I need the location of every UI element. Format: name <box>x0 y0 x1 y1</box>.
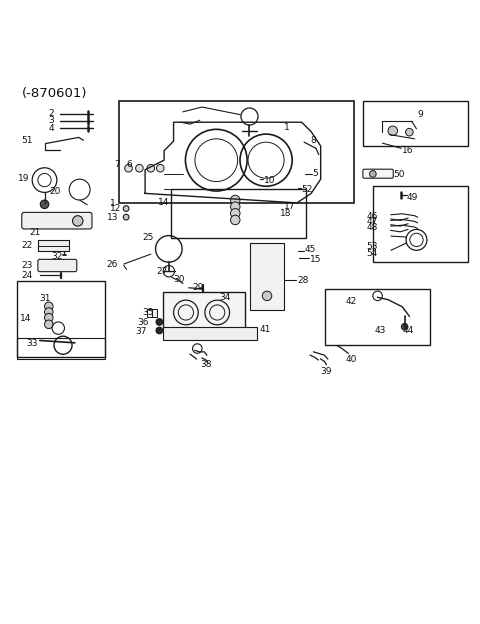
Text: 35: 35 <box>142 308 153 318</box>
Bar <box>373 187 468 262</box>
Bar <box>17 281 105 357</box>
Circle shape <box>370 170 376 177</box>
FancyBboxPatch shape <box>38 260 77 271</box>
FancyBboxPatch shape <box>363 169 393 178</box>
Text: 54: 54 <box>366 249 378 258</box>
Text: 6: 6 <box>126 160 132 170</box>
Text: 3: 3 <box>48 116 54 125</box>
Bar <box>17 338 105 359</box>
Text: 33: 33 <box>26 339 38 348</box>
Text: 18: 18 <box>280 209 291 218</box>
Text: 22: 22 <box>22 241 33 250</box>
Circle shape <box>401 323 408 330</box>
Text: 27: 27 <box>156 267 168 276</box>
Text: 51: 51 <box>21 136 32 145</box>
Circle shape <box>123 206 129 212</box>
Text: 47: 47 <box>366 217 378 227</box>
FancyBboxPatch shape <box>22 212 92 229</box>
Text: 1: 1 <box>284 124 289 132</box>
Text: 25: 25 <box>143 233 154 242</box>
Text: 48: 48 <box>366 223 378 232</box>
Bar <box>251 243 284 310</box>
Text: 4: 4 <box>48 124 54 133</box>
Text: 38: 38 <box>201 360 212 369</box>
Text: 13: 13 <box>107 213 119 222</box>
Text: 45: 45 <box>305 245 316 255</box>
Circle shape <box>40 200 49 208</box>
Bar <box>38 240 69 251</box>
Bar <box>163 292 245 331</box>
Text: 7: 7 <box>115 160 120 170</box>
Text: 40: 40 <box>345 356 357 364</box>
Text: 17: 17 <box>284 202 295 211</box>
Circle shape <box>156 165 164 172</box>
Bar <box>325 290 430 345</box>
Circle shape <box>230 208 240 218</box>
Text: 9: 9 <box>418 110 423 119</box>
Circle shape <box>147 165 155 172</box>
Circle shape <box>230 202 240 212</box>
Circle shape <box>72 216 83 226</box>
Text: 50: 50 <box>394 170 405 179</box>
Circle shape <box>45 313 53 322</box>
Text: 44: 44 <box>403 326 414 335</box>
Circle shape <box>388 126 397 135</box>
Text: 39: 39 <box>321 368 332 376</box>
Text: 26: 26 <box>106 260 118 268</box>
Circle shape <box>156 327 163 334</box>
Circle shape <box>136 165 143 172</box>
Text: 46: 46 <box>366 212 378 221</box>
Text: 23: 23 <box>22 261 33 270</box>
Text: 42: 42 <box>345 296 357 306</box>
Circle shape <box>262 291 272 301</box>
Text: 2: 2 <box>48 109 54 118</box>
Text: 15: 15 <box>310 255 321 264</box>
Text: 52: 52 <box>301 185 313 194</box>
Bar <box>171 188 306 238</box>
Text: 12: 12 <box>109 204 121 213</box>
Text: 19: 19 <box>18 173 29 183</box>
Text: 20: 20 <box>49 187 60 195</box>
Text: (-870601): (-870601) <box>22 87 87 100</box>
Circle shape <box>45 320 53 329</box>
Text: 30: 30 <box>174 275 185 284</box>
Text: 1: 1 <box>109 199 115 208</box>
Text: 14: 14 <box>158 198 170 207</box>
Circle shape <box>230 195 240 205</box>
Text: 32: 32 <box>51 252 62 261</box>
Circle shape <box>406 129 413 136</box>
Text: 37: 37 <box>136 327 147 336</box>
Text: 16: 16 <box>402 146 414 155</box>
Text: 10: 10 <box>264 175 275 185</box>
Text: 41: 41 <box>260 325 271 334</box>
Bar <box>163 327 257 341</box>
Text: 43: 43 <box>375 326 386 335</box>
Text: 21: 21 <box>29 228 40 236</box>
Bar <box>147 309 157 317</box>
Text: 5: 5 <box>312 169 318 178</box>
Bar <box>363 101 468 146</box>
Circle shape <box>45 302 53 311</box>
Circle shape <box>45 308 53 316</box>
Text: 8: 8 <box>310 136 316 145</box>
Circle shape <box>156 319 163 325</box>
Circle shape <box>230 215 240 225</box>
Text: 24: 24 <box>22 271 33 280</box>
Text: 31: 31 <box>39 294 51 303</box>
Text: 53: 53 <box>366 242 378 251</box>
Circle shape <box>123 214 129 220</box>
Text: 36: 36 <box>137 318 148 328</box>
Bar <box>119 101 354 203</box>
Circle shape <box>125 165 132 172</box>
Text: 14: 14 <box>20 314 31 323</box>
Text: 29: 29 <box>192 283 204 292</box>
Text: 49: 49 <box>407 193 419 202</box>
Text: 34: 34 <box>219 293 231 302</box>
Text: 28: 28 <box>297 276 308 285</box>
